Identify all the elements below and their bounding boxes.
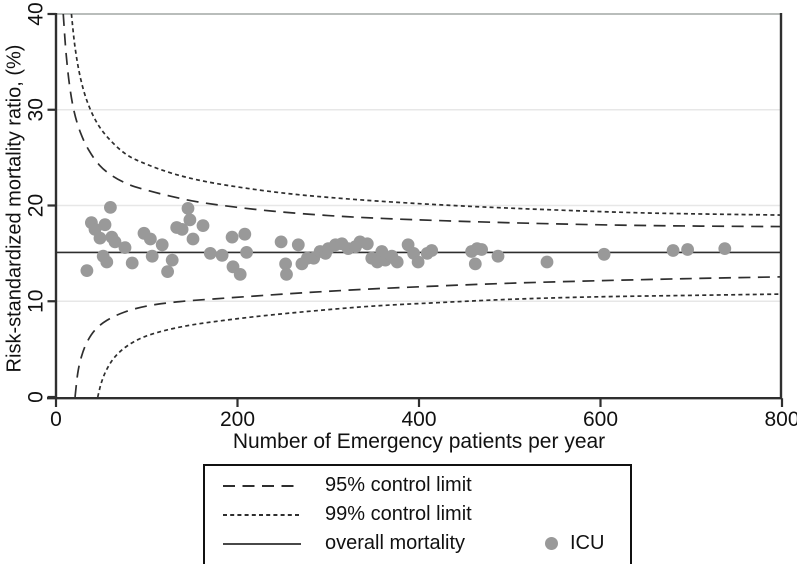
icu-point: [144, 232, 157, 246]
y-tick-labels: 0 10 20 30 40: [25, 2, 48, 403]
x-tick-label: 600: [583, 408, 618, 431]
icu-point: [360, 237, 374, 251]
icu-point: [681, 243, 694, 256]
x-tick-label: 0: [50, 408, 62, 431]
legend-label-99: 99% control limit: [325, 503, 472, 525]
y-tick-label: 40: [25, 2, 48, 25]
icu-point: [240, 246, 254, 259]
control-limit-curves: [62, 13, 782, 398]
solid-line-sample-icon: [223, 542, 301, 545]
icu-point: [118, 241, 132, 255]
icu-point: [175, 223, 189, 236]
icu-point: [233, 268, 247, 281]
icu-point: [98, 218, 112, 232]
legend-label-overall: overall mortality: [325, 532, 466, 554]
icu-points: [80, 201, 732, 281]
icu-point: [425, 244, 439, 257]
gridlines: [56, 13, 782, 302]
95-control-limit-upper-curve: [62, 13, 782, 228]
icu-point: [597, 247, 611, 261]
icu-point: [104, 201, 117, 214]
y-axis-title: Risk-standardized mortality ratio, (%): [3, 44, 26, 372]
95-control-limit-lower-curve: [74, 275, 782, 398]
icu-point: [161, 265, 175, 278]
icu-point: [291, 238, 305, 252]
x-axis-ticks: [54, 398, 784, 407]
icu-point: [280, 268, 293, 281]
x-tick-label: 200: [220, 408, 255, 431]
icu-point: [80, 264, 94, 277]
icu-point: [183, 213, 197, 227]
y-tick-label: 20: [25, 194, 48, 217]
icu-point: [475, 243, 488, 256]
icu-point: [196, 219, 210, 233]
icu-point: [390, 255, 404, 269]
99-control-limit-upper-curve: [70, 13, 782, 216]
y-tick-label: 30: [25, 98, 48, 121]
99-control-limit-lower-curve: [96, 293, 782, 398]
legend-label-icu: ICU: [570, 532, 605, 554]
y-tick-label: 10: [25, 290, 48, 313]
x-tick-label: 800: [764, 408, 797, 431]
icu-point: [100, 255, 114, 269]
icu-point: [411, 255, 425, 269]
icu-point: [279, 257, 292, 271]
legend-label-95: 95% control limit: [325, 474, 472, 496]
y-axis-title-wrap: Risk-standardized mortality ratio, (%): [0, 0, 30, 416]
legend-row-overall: overall mortality ICU: [205, 529, 630, 558]
icu-point: [666, 244, 680, 257]
icu-point: [93, 231, 107, 245]
icu-point: [181, 202, 195, 215]
y-tick-label: 0: [25, 391, 48, 403]
icu-point: [718, 242, 732, 256]
legend-row-95: 95% control limit: [205, 471, 630, 500]
x-tick-label: 400: [401, 408, 436, 431]
icu-point: [145, 249, 159, 263]
icu-dot-icon: [545, 537, 558, 550]
long-dash-line-sample-icon: [223, 484, 301, 487]
icu-point: [186, 232, 200, 246]
icu-point: [274, 235, 288, 249]
y-axis-ticks: [47, 12, 56, 399]
icu-point: [215, 248, 229, 262]
icu-point: [125, 256, 139, 270]
icu-point: [468, 257, 482, 271]
icu-point: [491, 249, 505, 263]
x-tick-labels: 0 200 400 600 800: [50, 408, 797, 431]
icu-point: [165, 253, 179, 267]
icu-point: [108, 235, 122, 249]
x-axis-title: Number of Emergency patients per year: [232, 430, 606, 453]
icu-point: [225, 230, 239, 244]
short-dash-line-sample-icon: [223, 513, 301, 516]
legend-box: 95% control limit 99% control limit over…: [203, 464, 632, 564]
icu-point: [203, 247, 217, 260]
legend-row-99: 99% control limit: [205, 500, 630, 529]
icu-point: [155, 238, 169, 252]
legend-entry-icu: ICU: [545, 529, 604, 558]
icu-point: [540, 255, 554, 269]
icu-point: [238, 227, 252, 241]
